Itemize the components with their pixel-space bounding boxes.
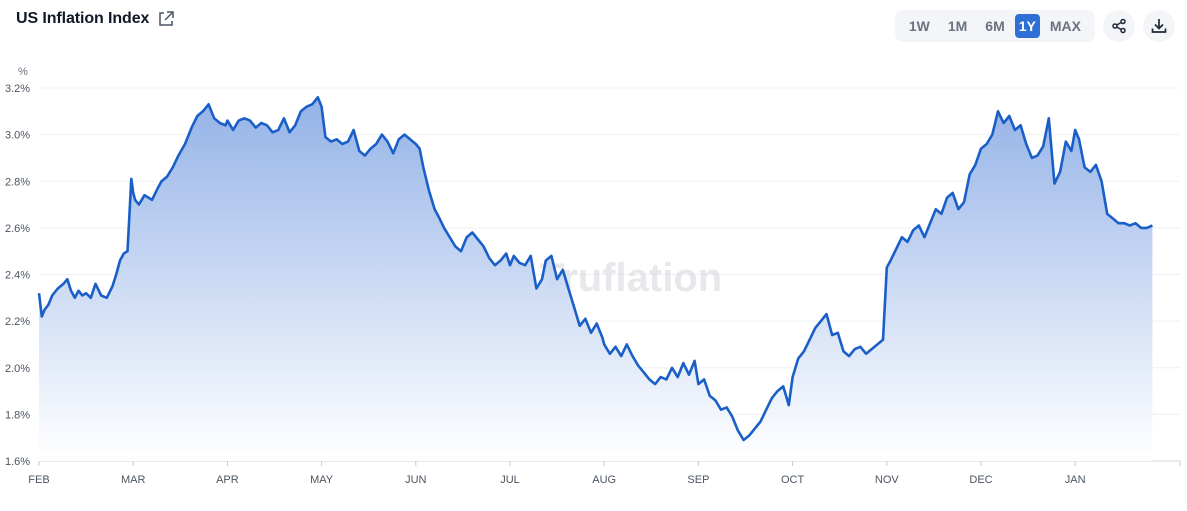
download-button[interactable] [1143, 10, 1175, 42]
x-tick-label: JUL [500, 474, 520, 486]
x-tick-label: NOV [875, 474, 900, 486]
x-tick-label: JAN [1065, 474, 1086, 486]
y-tick-label: 2.6% [5, 223, 30, 235]
x-tick-label: OCT [781, 474, 805, 486]
x-tick-label: AUG [592, 474, 616, 486]
chart-controls: 1W 1M 6M 1Y MAX [894, 10, 1175, 42]
y-tick-label: 2.0% [5, 363, 30, 375]
watermark: Truflation [540, 256, 722, 300]
y-axis: 1.6% 1.8% 2.0% 2.2% 2.4% 2.6% 2.8% 3.0% 3.2% [5, 83, 30, 468]
x-tick-label: FEB [28, 474, 49, 486]
x-axis: FEB MAR APR MAY JUN JUL AUG SEP OCT NOV DEC JAN [28, 460, 1181, 486]
grid-lines [39, 87, 1180, 462]
y-tick-label: 3.2% [5, 83, 30, 95]
x-tick-label: JUN [405, 474, 426, 486]
series-line [37, 96, 1153, 442]
range-6m-button[interactable]: 6M [985, 18, 1005, 34]
x-tick-label: SEP [687, 474, 709, 486]
download-icon [1151, 19, 1167, 33]
range-1w-button[interactable]: 1W [908, 18, 930, 34]
x-tick-label: MAY [310, 474, 334, 486]
range-selector: 1W 1M 6M 1Y MAX [894, 10, 1095, 42]
external-link-icon[interactable] [157, 10, 175, 28]
share-button[interactable] [1103, 10, 1135, 42]
x-tick-label: APR [216, 474, 239, 486]
y-tick-label: 1.6% [5, 456, 30, 468]
x-tick-label: DEC [969, 474, 992, 486]
range-1y-button[interactable]: 1Y [1014, 14, 1040, 38]
y-tick-label: 2.2% [5, 316, 30, 328]
x-tick-label: MAR [121, 474, 146, 486]
y-tick-label: 2.8% [5, 176, 30, 188]
y-tick-label: 1.8% [5, 409, 30, 421]
y-unit-label: % [18, 66, 28, 78]
chart-title: US Inflation Index [16, 10, 150, 27]
y-tick-label: 3.0% [5, 130, 30, 142]
range-1m-button[interactable]: 1M [947, 18, 968, 34]
share-icon [1112, 18, 1126, 34]
plot-area [37, 96, 1153, 462]
range-max-button[interactable]: MAX [1049, 18, 1081, 34]
chart-header: US Inflation Index [16, 10, 175, 28]
series-area [39, 97, 1153, 462]
y-tick-label: 2.4% [5, 270, 30, 282]
